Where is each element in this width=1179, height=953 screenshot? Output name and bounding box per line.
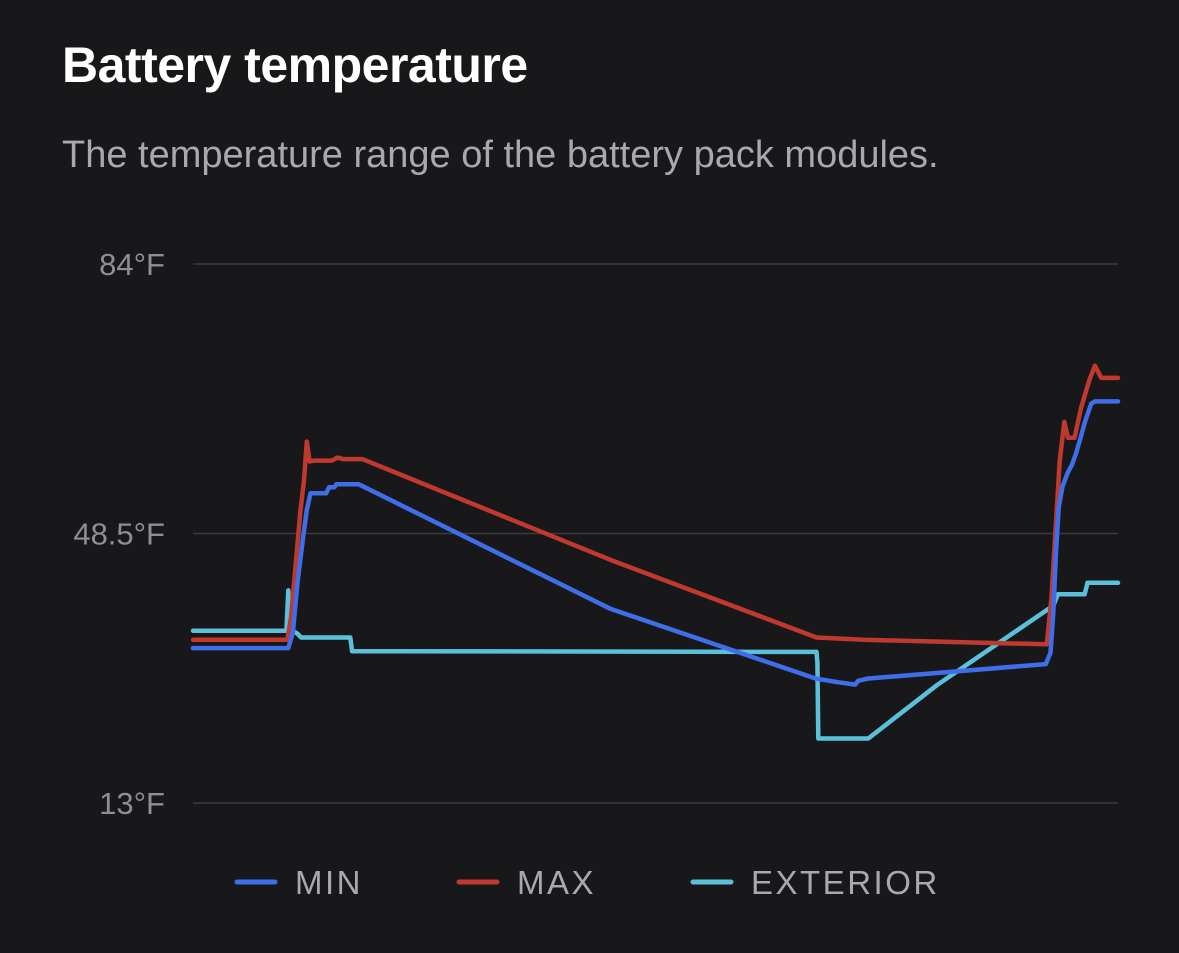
legend-label: MIN (295, 864, 363, 901)
series-line-min (190, 399, 1121, 687)
card-subtitle: The temperature range of the battery pac… (62, 134, 939, 176)
legend-label: EXTERIOR (751, 864, 940, 901)
series-line-exterior (190, 580, 1121, 741)
legend-label: MAX (517, 864, 596, 901)
card-title: Battery temperature (62, 37, 528, 93)
y-tick-label: 84°F (99, 247, 165, 282)
y-tick-label: 48.5°F (73, 517, 165, 552)
y-tick-label: 13°F (99, 786, 165, 821)
grid-layer (193, 263, 1118, 804)
y-axis-ticks: 84°F 48.5°F 13°F (73, 247, 165, 821)
legend: MIN MAX EXTERIOR (234, 864, 940, 901)
series-layer (190, 363, 1121, 741)
legend-item-exterior: EXTERIOR (690, 864, 940, 901)
legend-item-min: MIN (234, 864, 363, 901)
legend-item-max: MAX (456, 864, 596, 901)
series-line-max (190, 363, 1121, 647)
